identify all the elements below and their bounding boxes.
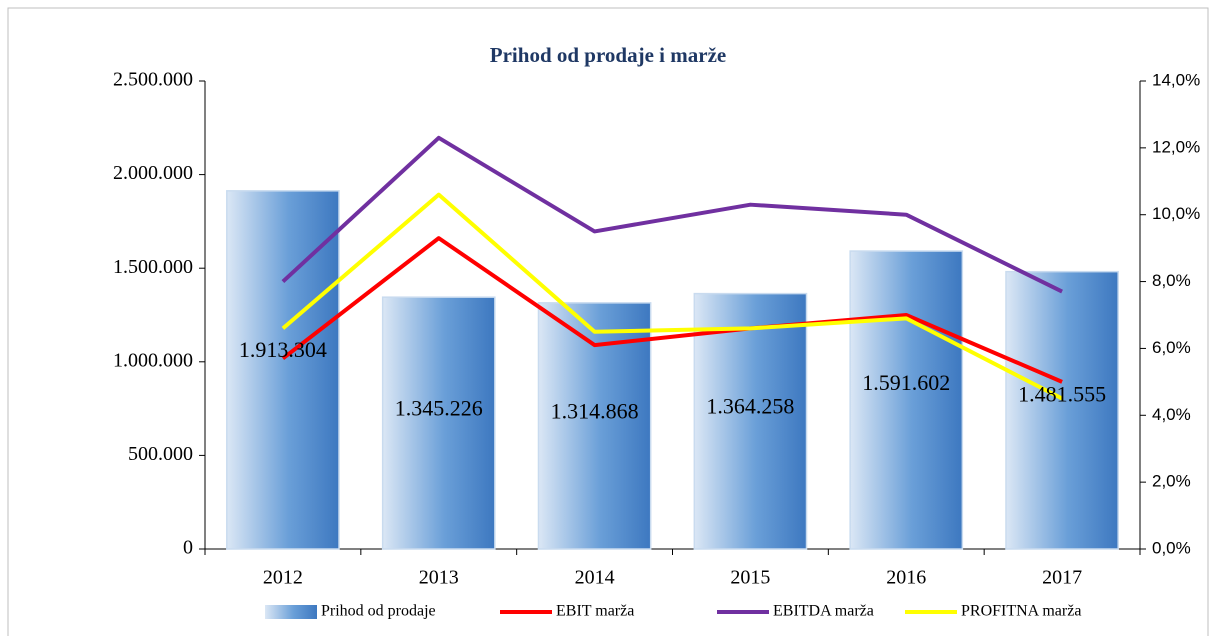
x-tick-label: 2016 bbox=[886, 567, 926, 589]
bar bbox=[381, 296, 496, 550]
x-tick-label: 2015 bbox=[730, 567, 770, 589]
y2-tick-label: 8,0% bbox=[1152, 271, 1191, 290]
y2-tick-label: 10,0% bbox=[1152, 204, 1200, 223]
bar bbox=[226, 190, 340, 550]
y2-tick-label: 4,0% bbox=[1152, 405, 1191, 424]
legend-label: EBITDA marža bbox=[773, 603, 874, 620]
line bbox=[281, 236, 1063, 384]
data-label: 1.345.226 bbox=[395, 396, 483, 421]
x-tick-label: 2012 bbox=[263, 567, 303, 589]
x-tick-label: 2013 bbox=[419, 567, 459, 589]
legend-swatch bbox=[265, 605, 317, 619]
bar bbox=[693, 292, 808, 550]
bar bbox=[849, 250, 964, 550]
y2-tick-label: 2,0% bbox=[1152, 472, 1191, 491]
y-tick-label: 500.000 bbox=[128, 443, 193, 465]
y-tick-label: 1.500.000 bbox=[113, 256, 193, 278]
chart-title: Prihod od prodaje i marže bbox=[490, 43, 726, 67]
y2-tick-label: 14,0% bbox=[1152, 70, 1200, 89]
y2-tick-label: 0,0% bbox=[1152, 538, 1191, 557]
data-label: 1.913.304 bbox=[239, 337, 327, 362]
legend-label: PROFITNA marža bbox=[961, 603, 1081, 620]
data-label: 1.364.258 bbox=[706, 394, 794, 419]
y-tick-label: 2.000.000 bbox=[113, 162, 193, 184]
data-label: 1.481.555 bbox=[1018, 382, 1106, 407]
x-tick-label: 2017 bbox=[1042, 567, 1082, 589]
data-label: 1.591.602 bbox=[862, 370, 950, 395]
line bbox=[281, 192, 1063, 401]
y-tick-label: 1.000.000 bbox=[113, 349, 193, 371]
x-tick-label: 2014 bbox=[575, 567, 615, 589]
y-tick-label: 0 bbox=[183, 537, 193, 559]
line bbox=[281, 135, 1063, 294]
legend-label: EBIT marža bbox=[556, 603, 634, 620]
y-tick-label: 2.500.000 bbox=[113, 69, 193, 91]
legend-label: Prihod od prodaje bbox=[321, 603, 436, 620]
bar bbox=[1005, 270, 1119, 550]
y2-tick-label: 12,0% bbox=[1152, 137, 1200, 156]
y2-tick-label: 6,0% bbox=[1152, 338, 1191, 357]
data-label: 1.314.868 bbox=[551, 399, 639, 424]
